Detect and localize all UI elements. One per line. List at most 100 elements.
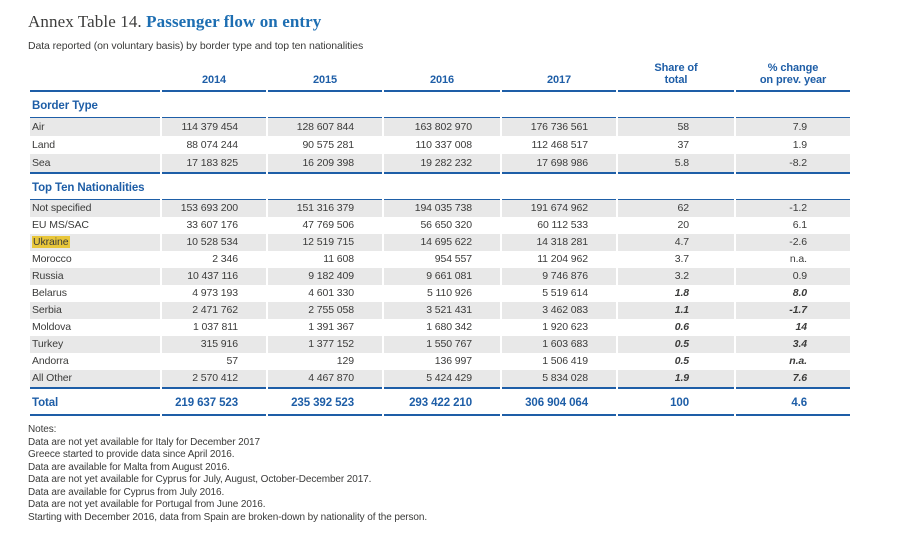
table-subtitle: Data reported (on voluntary basis) by bo… — [28, 40, 364, 52]
year-value-cell: 954 557 — [434, 253, 472, 265]
row-label-cell: EU MS/SAC — [30, 217, 160, 234]
year-value-cell: 12 519 715 — [268, 234, 382, 251]
table-row: Not specified 153 693 200 151 316 379 194 0… — [30, 200, 850, 217]
note-line: Starting with December 2016, data from S… — [28, 511, 428, 523]
year-value-cell: 17 698 986 — [502, 154, 616, 174]
year-value-cell: 14 318 281 — [502, 234, 616, 251]
year-value-cell: 176 736 561 — [502, 118, 616, 136]
year-value-cell: 4 467 870 — [268, 370, 382, 389]
change-header-line2: on prev. year — [759, 73, 827, 86]
pct-change-cell: 7.6 — [736, 370, 850, 389]
section-heading-spacer — [268, 92, 382, 118]
pct-change-cell: 8.0 — [792, 287, 807, 299]
share-of-total-cell: 37 — [677, 139, 690, 151]
year-value-cell: 153 693 200 — [162, 200, 266, 217]
share-of-total-cell: 58 — [618, 118, 734, 136]
year-value-cell: 136 997 — [434, 355, 472, 367]
year-column-header-2015: 2015 — [268, 63, 382, 92]
table-row: Russia 10 437 116 9 182 409 9 661 081 9 746 … — [30, 268, 850, 285]
year-value-cell: 1 391 367 — [308, 321, 354, 333]
year-value-cell: 5 110 926 — [426, 287, 472, 299]
table-number-label: Annex Table 14. — [28, 12, 142, 31]
year-value-cell: 110 337 008 — [415, 139, 472, 151]
row-label-cell: Moldova — [30, 319, 160, 336]
year-value-cell: 2 471 762 — [162, 302, 266, 319]
share-header-line1: Share of — [654, 62, 698, 74]
section-heading-spacer — [502, 92, 616, 118]
pct-change-cell: 3.4 — [736, 336, 850, 353]
note-line: Data are not yet available for Cyprus fo… — [28, 474, 372, 485]
year-column-header-2014: 2014 — [162, 63, 266, 92]
year-value-cell: 56 650 320 — [420, 219, 472, 231]
pct-change-cell: -1.2 — [736, 200, 850, 217]
total-year-value-cell: 235 392 523 — [268, 392, 382, 416]
pct-change-cell: 14 — [795, 321, 808, 333]
year-value-cell: 1 603 683 — [502, 336, 616, 353]
row-label: Air — [32, 121, 45, 133]
total-year-value-cell: 293 422 210 — [384, 392, 500, 416]
total-share-cell: 100 — [618, 392, 734, 416]
share-of-total-cell: 3.2 — [618, 268, 734, 285]
year-value-cell: 1 920 623 — [542, 321, 588, 333]
year-value-cell: 194 035 738 — [384, 200, 500, 217]
share-of-total-cell: 3.7 — [674, 253, 689, 265]
row-label-cell: Russia — [30, 268, 160, 285]
table-title: Passenger flow on entry — [146, 12, 322, 31]
total-label-cell: Total — [30, 392, 160, 416]
table-row: Andorra 57 129 136 997 1 506 419 0.5 n.a. — [30, 353, 850, 370]
pct-change-cell: 7.9 — [736, 118, 850, 136]
year-value-cell: 33 607 176 — [186, 219, 238, 231]
row-label: Sea — [32, 157, 51, 169]
year-value-cell: 5 834 028 — [502, 370, 616, 389]
section-title: Border Type — [30, 92, 160, 118]
share-of-total-cell: 20 — [677, 219, 690, 231]
year-value-cell: 11 608 — [323, 253, 354, 265]
table-row: EU MS/SAC 33 607 176 47 769 506 56 650 320 6… — [30, 217, 850, 234]
pct-change-cell: -1.7 — [736, 302, 850, 319]
row-label: All Other — [32, 372, 72, 384]
total-year-value-cell: 306 904 064 — [502, 392, 616, 416]
row-label-cell: Morocco — [30, 251, 160, 268]
section-heading-row: Border Type — [30, 92, 850, 118]
year-value-cell: 47 769 506 — [302, 219, 354, 231]
row-label: EU MS/SAC — [32, 219, 89, 231]
row-label: Serbia — [32, 304, 62, 316]
pct-change-cell: n.a. — [789, 253, 807, 265]
row-label-cell: Not specified — [30, 200, 160, 217]
year-value-cell: 9 746 876 — [502, 268, 616, 285]
year-value-cell: 151 316 379 — [268, 200, 382, 217]
change-header-line1: % change — [767, 62, 819, 74]
row-label-cell: Turkey — [30, 336, 160, 353]
table-row: Air 114 379 454 128 607 844 163 802 970 176 … — [30, 118, 850, 136]
year-value-cell: 112 468 517 — [531, 139, 588, 151]
section-heading-spacer — [618, 92, 734, 118]
year-value-cell: 129 — [336, 355, 354, 367]
year-value-cell: 1 037 811 — [192, 321, 238, 333]
row-label: Andorra — [32, 355, 69, 367]
note-line: Data are available for Malta from August… — [28, 461, 230, 473]
year-value-cell: 19 282 232 — [384, 154, 500, 174]
year-value-cell: 4 601 330 — [308, 287, 354, 299]
row-label-cell: Belarus — [30, 285, 160, 302]
row-label-highlighted: Ukraine — [32, 236, 71, 248]
share-of-total-cell: 1.8 — [674, 287, 689, 299]
table-row: Land 88 074 244 90 575 281 110 337 008 112 4… — [30, 136, 850, 154]
year-value-cell: 315 916 — [162, 336, 266, 353]
year-value-cell: 9 661 081 — [384, 268, 500, 285]
year-value-cell: 2 346 — [212, 253, 238, 265]
row-label-cell: All Other — [30, 370, 160, 389]
row-label: Turkey — [32, 338, 64, 350]
pct-change-cell: n.a. — [789, 355, 807, 367]
year-column-header-2017: 2017 — [502, 63, 616, 92]
note-line: Greece started to provide data since Apr… — [28, 449, 235, 460]
section-heading-spacer — [736, 174, 850, 200]
row-label: Moldova — [32, 321, 71, 333]
row-label-cell: Ukraine — [30, 234, 160, 251]
row-label: Morocco — [32, 253, 72, 265]
year-value-cell: 88 074 244 — [186, 139, 238, 151]
change-column-header: % change on prev. year — [736, 62, 850, 92]
row-label: Not specified — [32, 202, 92, 214]
table-row: Moldova 1 037 811 1 391 367 1 680 342 1 920 … — [30, 319, 850, 336]
row-label-cell: Sea — [30, 154, 160, 174]
total-row: Total 219 637 523 235 392 523 293 422 210 30… — [30, 392, 850, 416]
